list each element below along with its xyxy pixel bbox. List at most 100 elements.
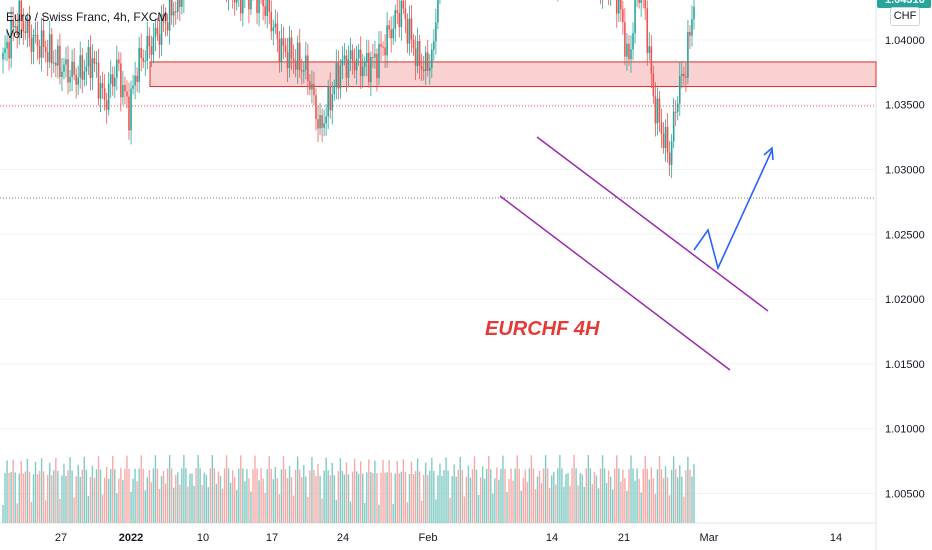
- volume-bar: [392, 503, 394, 523]
- volume-bar: [471, 469, 474, 523]
- candle-body: [26, 18, 29, 33]
- candle-body: [162, 14, 165, 22]
- volume-bar: [250, 491, 252, 523]
- volume-bar: [459, 456, 461, 523]
- volume-bar: [327, 470, 329, 523]
- candle-body: [81, 55, 84, 80]
- volume-bar: [181, 468, 183, 523]
- volume-bar: [481, 466, 484, 523]
- volume-bar: [642, 469, 644, 523]
- candle-body: [341, 59, 344, 66]
- volume-bar: [150, 482, 153, 523]
- volume-bar: [305, 476, 307, 523]
- volume-bar: [42, 471, 45, 523]
- candle-body: [386, 25, 388, 56]
- volume-bar: [280, 469, 283, 523]
- candle-body: [65, 59, 67, 65]
- volume-bar: [34, 461, 37, 523]
- volume-bar: [309, 470, 311, 523]
- volume-bar: [75, 476, 77, 523]
- currency-badge[interactable]: CHF: [890, 7, 920, 26]
- candle-body: [91, 58, 94, 78]
- volume-bar: [246, 469, 248, 523]
- volume-bar: [506, 492, 508, 523]
- volume-bar: [618, 468, 620, 523]
- candle-body: [172, 11, 175, 16]
- volume-bar: [341, 470, 344, 523]
- volume-bar: [453, 464, 455, 523]
- candle-body: [176, 0, 179, 12]
- candle-body: [378, 44, 380, 79]
- volume-bar: [689, 469, 691, 523]
- volume-bar: [504, 469, 506, 523]
- candle-body: [394, 10, 397, 29]
- candle-body: [30, 37, 33, 52]
- volume-bar: [254, 455, 256, 523]
- volume-bar: [276, 477, 279, 523]
- candle-body: [109, 74, 112, 84]
- volume-bar: [252, 468, 254, 523]
- volume-bar: [343, 474, 346, 523]
- candle-body: [270, 11, 273, 32]
- projection-arrowhead: [763, 146, 774, 161]
- volume-bar: [374, 460, 376, 523]
- candle-body: [668, 152, 671, 165]
- volume-bar: [483, 478, 486, 523]
- volume-bar: [105, 466, 108, 523]
- volume-bar: [644, 455, 646, 523]
- volume-bar: [22, 473, 25, 523]
- volume-bar: [595, 475, 598, 523]
- candle-body: [414, 48, 417, 66]
- candle-body: [138, 47, 140, 82]
- candle-body: [40, 30, 43, 58]
- candle-body: [435, 22, 437, 42]
- volume-bar: [376, 473, 378, 523]
- volume-bar: [221, 488, 224, 523]
- volume-bar: [38, 470, 41, 523]
- candle-body: [146, 35, 149, 61]
- candle-body: [634, 0, 636, 34]
- candle-body: [8, 41, 10, 59]
- volume-bar: [158, 488, 161, 523]
- volume-bar: [542, 468, 545, 523]
- candle-body: [93, 58, 96, 64]
- candle-body: [632, 33, 634, 50]
- volume-bar: [380, 472, 382, 523]
- candle-body: [132, 85, 134, 89]
- x-tick-label: Mar: [700, 532, 719, 544]
- volume-bar: [236, 489, 238, 523]
- volume-bar: [593, 471, 596, 523]
- volume-bar: [175, 474, 177, 523]
- candle-body: [685, 76, 687, 78]
- volume-bar: [479, 477, 482, 523]
- volume-bar: [624, 478, 626, 523]
- candle-body: [357, 49, 360, 59]
- y-tick-label: 1.03500: [885, 100, 925, 112]
- volume-bar: [126, 455, 128, 523]
- volume-bar: [6, 460, 8, 523]
- volume-bar: [404, 471, 407, 523]
- volume-bar: [654, 493, 657, 523]
- volume-bar: [437, 475, 439, 523]
- volume-bar: [599, 468, 602, 523]
- volume-bar: [402, 459, 405, 523]
- candle-body: [101, 83, 104, 89]
- volume-bar: [500, 468, 502, 523]
- volume-bar: [95, 469, 98, 523]
- candle-body: [428, 67, 431, 71]
- volume-bar: [8, 472, 10, 523]
- candle-body: [374, 53, 376, 58]
- volume-bar: [626, 490, 628, 523]
- volume-bar: [299, 469, 301, 523]
- candle-body: [63, 64, 65, 72]
- candle-body: [398, 12, 401, 28]
- volume-bar: [400, 471, 403, 523]
- candle-body: [626, 43, 628, 57]
- volume-bar: [443, 470, 445, 523]
- volume-bar: [589, 468, 592, 523]
- candle-body: [666, 127, 669, 153]
- volume-bar: [231, 470, 234, 523]
- volume-bar: [223, 468, 226, 523]
- volume-bar: [467, 465, 470, 523]
